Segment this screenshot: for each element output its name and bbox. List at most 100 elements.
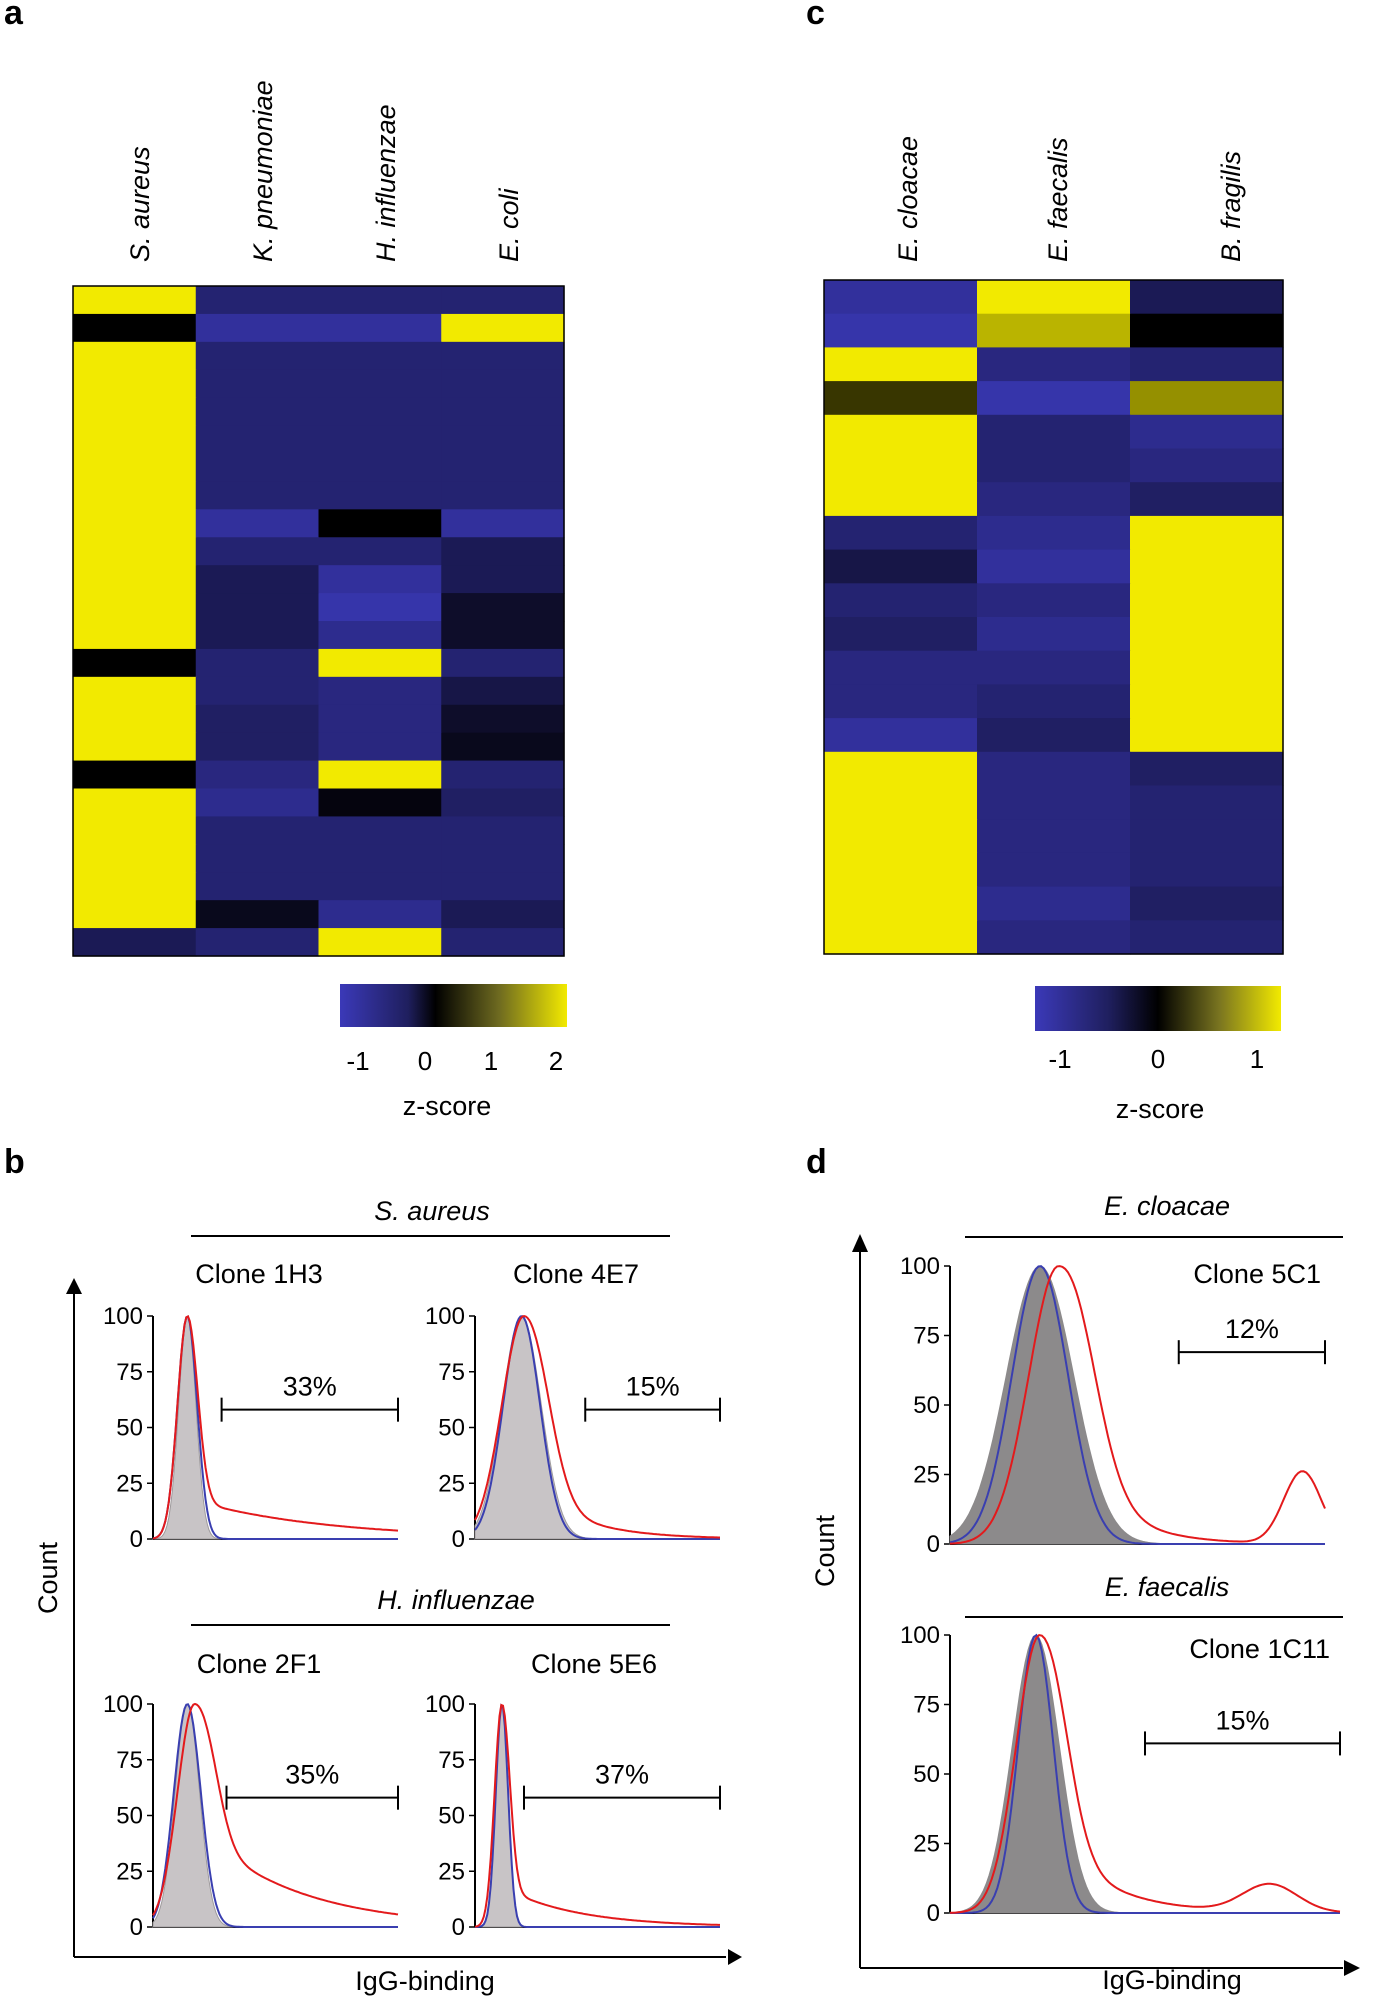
heatmap-cell <box>824 785 978 820</box>
heatmap-cell <box>73 621 197 650</box>
heatmap-cell <box>318 565 442 594</box>
hist-y-tick-label: 0 <box>452 1526 465 1553</box>
heatmap-cell <box>824 920 978 955</box>
heatmap-cell <box>441 341 565 371</box>
heatmap-cell <box>1130 617 1284 652</box>
histogram-5C1: 0 25 50 75 100 12% Clone 5C1 <box>900 1253 1326 1558</box>
group-title: E. faecalis <box>1105 1572 1230 1602</box>
heatmap-cell <box>195 760 320 790</box>
heatmap-cell <box>441 397 565 427</box>
heatmap-cell <box>977 785 1131 820</box>
colorbar-a-gradient <box>340 984 567 1027</box>
heatmap-cell <box>318 369 442 399</box>
heatmap-cell <box>977 583 1131 618</box>
group-title: E. cloacae <box>1104 1191 1230 1221</box>
gate-percent: 15% <box>1215 1705 1269 1735</box>
clone-label: Clone 5C1 <box>1193 1259 1321 1289</box>
heatmap-cell <box>824 819 978 854</box>
heatmap-cell <box>73 704 197 734</box>
heatmap-cell <box>318 313 442 343</box>
heatmap-a-col-label: S. aureus <box>125 146 155 262</box>
heatmap-cell <box>73 816 197 845</box>
hist-y-tick-label: 25 <box>913 1831 940 1858</box>
heatmap-cell <box>73 676 197 706</box>
heatmap-cell <box>441 453 565 483</box>
heatmap-cell <box>441 313 565 343</box>
heatmap-cell <box>318 341 442 371</box>
group-title: S. aureus <box>374 1196 490 1226</box>
colorbar-c: -1 0 1 z-score <box>1035 986 1281 1124</box>
heatmap-cell <box>318 704 442 734</box>
heatmap-cell <box>977 515 1131 551</box>
heatmap-cell <box>195 593 320 622</box>
heatmap-cell <box>441 621 565 650</box>
hist-y-tick-label: 0 <box>130 1526 143 1553</box>
heatmap-cell <box>441 760 565 790</box>
heatmap-cell <box>977 381 1131 416</box>
heatmap-cell <box>441 788 565 818</box>
heatmap-cell <box>824 414 978 450</box>
colorbar-a-tick: -1 <box>346 1046 369 1076</box>
heatmap-cell <box>318 425 442 455</box>
heatmap-cell <box>977 819 1131 854</box>
heatmap-cell <box>73 369 197 399</box>
heatmap-cell <box>1130 785 1284 820</box>
hist-red-line <box>152 1314 399 1540</box>
heatmap-cell <box>977 313 1131 348</box>
hist-y-tick-label: 75 <box>438 1747 465 1774</box>
heatmap-cell <box>824 347 978 382</box>
colorbar-c-tick: 1 <box>1250 1044 1264 1074</box>
clone-label: Clone 5E6 <box>531 1649 657 1679</box>
heatmap-c-col-label: E. faecalis <box>1043 137 1073 262</box>
heatmap-cell <box>1130 819 1284 854</box>
y-axis-label: Count <box>810 1514 840 1587</box>
heatmap-cell <box>318 397 442 427</box>
heatmap-cell <box>441 732 565 762</box>
hist-y-tick-label: 100 <box>425 1691 465 1718</box>
heatmap-cell <box>977 280 1131 315</box>
hist-red-line <box>474 1314 720 1539</box>
heatmap-a-cells <box>73 286 565 957</box>
heatmap-a-col-label: K. pneumoniae <box>248 80 278 262</box>
heatmap-cell <box>73 313 197 343</box>
heatmap-cell <box>1130 280 1284 315</box>
heatmap-cell <box>318 481 442 510</box>
hist-y-tick-label: 50 <box>438 1415 465 1442</box>
heatmap-cell <box>824 852 978 888</box>
heatmap-cell <box>824 684 978 719</box>
hist-y-tick-label: 25 <box>438 1470 465 1497</box>
hist-y-tick-label: 50 <box>913 1761 940 1788</box>
heatmap-cell <box>73 509 197 538</box>
hist-y-tick-label: 100 <box>103 1303 143 1330</box>
heatmap-c: E. cloacae E. faecalis B. fragilis <box>823 136 1284 955</box>
panel-d: E. cloacae E. faecalis 0 25 50 75 100 12% Clon… <box>810 1191 1360 1995</box>
hist-y-tick-label: 100 <box>900 1622 940 1649</box>
heatmap-cell <box>318 509 442 538</box>
heatmap-a-col-label: H. influenzae <box>371 104 401 262</box>
heatmap-cell <box>73 537 197 566</box>
hist-y-tick-label: 75 <box>438 1359 465 1386</box>
hist-blue-line <box>152 1315 398 1540</box>
heatmap-cell <box>1130 482 1284 517</box>
heatmap-cell <box>1130 549 1284 584</box>
heatmap-cell <box>195 286 320 315</box>
heatmap-cell <box>195 648 320 678</box>
heatmap-cell <box>1130 852 1284 888</box>
clone-label: Clone 1H3 <box>195 1259 323 1289</box>
gate-percent: 33% <box>283 1372 337 1402</box>
hist-blue-line <box>152 1703 398 1928</box>
heatmap-cell <box>73 872 197 901</box>
heatmap-cell <box>73 900 197 929</box>
group-title: H. influenzae <box>377 1585 535 1615</box>
heatmap-cell <box>1130 515 1284 551</box>
hist-red-line <box>949 1634 1341 1914</box>
panel-letter-b: b <box>4 1143 25 1181</box>
heatmap-cell <box>977 482 1131 517</box>
hist-y-tick-label: 75 <box>116 1359 143 1386</box>
heatmap-cell <box>195 844 320 873</box>
heatmap-cell <box>824 482 978 517</box>
hist-blue-line <box>950 1633 1340 1914</box>
heatmap-cell <box>977 718 1131 753</box>
hist-y-tick-label: 0 <box>130 1914 143 1941</box>
panel-letter-a: a <box>4 0 24 32</box>
